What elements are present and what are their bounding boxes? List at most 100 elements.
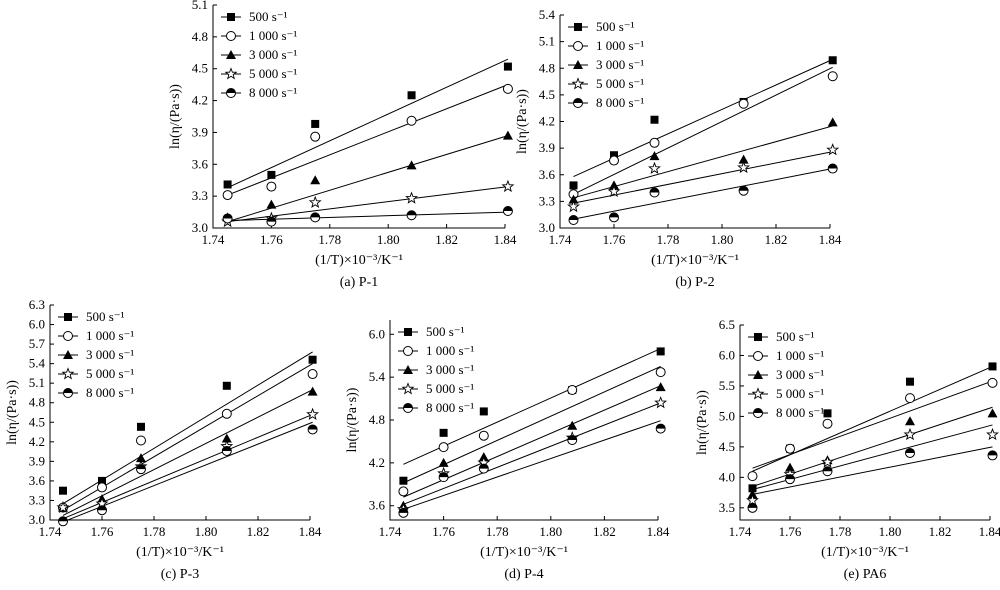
y-tick-label: 4.0 <box>719 469 735 484</box>
y-tick-label: 6.5 <box>719 317 735 332</box>
data-point <box>438 457 449 467</box>
data-point <box>502 130 513 140</box>
data-point <box>610 151 618 160</box>
legend-label: 5 000 s⁻¹ <box>776 386 824 401</box>
data-point <box>905 393 915 404</box>
data-point <box>656 347 665 356</box>
data-point <box>407 91 416 100</box>
legend-label: 8 000 s⁻¹ <box>426 400 474 415</box>
data-point <box>222 213 233 224</box>
panel-caption: (c) P-3 <box>161 567 200 582</box>
legend-label: 3 000 s⁻¹ <box>249 47 297 62</box>
y-tick-label: 5.1 <box>29 375 45 390</box>
data-point <box>307 369 318 380</box>
x-tick-label: 1.84 <box>299 524 322 539</box>
x-tick-label: 1.76 <box>260 232 283 247</box>
legend-marker <box>227 13 235 21</box>
data-point <box>988 362 997 371</box>
data-point <box>311 119 320 128</box>
y-tick-label: 5.7 <box>29 336 46 351</box>
x-axis-title: (1/T)×10⁻³/K⁻¹ <box>821 545 909 560</box>
series-2 <box>222 83 513 201</box>
panel-caption: (d) P-4 <box>504 567 543 582</box>
legend-marker <box>226 50 236 59</box>
y-tick-label: 4.2 <box>369 455 385 470</box>
legend-label: 3 000 s⁻¹ <box>86 347 134 362</box>
legend-label: 5 000 s⁻¹ <box>596 76 644 91</box>
x-tick-label: 1.82 <box>929 524 952 539</box>
y-tick-label: 4.5 <box>192 61 208 76</box>
x-tick-label: 1.82 <box>435 232 458 247</box>
fit-line <box>403 420 661 510</box>
data-point <box>737 160 751 174</box>
series-3 <box>58 386 318 516</box>
legend: 500 s⁻¹ 1 000 s⁻¹ 3 000 s⁻¹ 5 000 s⁻¹ 8 000 … <box>398 324 474 415</box>
x-tick-label: 1.76 <box>432 524 455 539</box>
data-point <box>406 115 417 126</box>
x-tick-label: 1.76 <box>91 524 114 539</box>
series-5 <box>222 206 513 227</box>
data-point <box>738 154 749 164</box>
data-point <box>654 396 668 409</box>
legend-label: 1 000 s⁻¹ <box>249 28 297 43</box>
x-tick-label: 1.80 <box>711 232 734 247</box>
series-4 <box>56 407 320 520</box>
legend-marker <box>63 350 73 359</box>
legend-marker <box>63 388 73 398</box>
data-point <box>222 381 231 390</box>
data-point <box>221 445 232 456</box>
legend-marker <box>754 333 762 341</box>
legend-label: 5 000 s⁻¹ <box>426 381 474 396</box>
data-point <box>821 455 834 468</box>
x-axis-title: (1/T)×10⁻³/K⁻¹ <box>651 253 739 268</box>
x-tick-label: 1.76 <box>779 524 802 539</box>
data-point <box>439 428 448 437</box>
panel-1: 1.74 1.76 1.78 1.80 1.82 1.84 3.0 3.3 3.6 3.9 4.2 4… <box>168 0 517 290</box>
legend-marker <box>401 382 415 395</box>
y-tick-label: 4.8 <box>29 395 45 410</box>
data-point <box>906 377 914 386</box>
x-axis-title: (1/T)×10⁻³/K⁻¹ <box>136 545 224 560</box>
legend-label: 500 s⁻¹ <box>249 9 288 24</box>
legend-marker <box>63 331 73 341</box>
legend-label: 500 s⁻¹ <box>596 19 635 34</box>
data-point <box>223 180 232 189</box>
series-4 <box>746 424 999 506</box>
data-point <box>785 462 795 472</box>
y-tick-label: 4.2 <box>29 434 45 449</box>
legend-marker <box>571 77 585 90</box>
data-point <box>136 464 146 475</box>
series-1 <box>223 58 512 189</box>
series-3 <box>568 117 838 204</box>
x-tick-label: 1.82 <box>247 524 270 539</box>
data-point <box>58 516 68 527</box>
y-tick-label: 3.3 <box>192 188 208 203</box>
series-5 <box>58 421 318 527</box>
y-axis-title: ln(η/(Pa·s)) <box>345 387 360 452</box>
y-tick-label: 5.4 <box>539 7 556 22</box>
legend-marker <box>751 387 765 400</box>
y-axis-title: ln(η/(Pa·s)) <box>5 380 20 445</box>
legend-marker <box>753 370 763 379</box>
series-1 <box>59 351 317 505</box>
fit-line <box>752 380 993 469</box>
series-5 <box>398 420 666 518</box>
data-point <box>267 170 276 179</box>
data-point <box>655 382 666 392</box>
data-point <box>310 131 321 142</box>
legend-label: 3 000 s⁻¹ <box>776 367 824 382</box>
data-point <box>98 476 106 485</box>
fit-line <box>573 168 833 220</box>
legend-marker <box>573 98 583 108</box>
data-point <box>609 212 619 223</box>
data-point <box>569 181 578 190</box>
data-point <box>826 143 840 156</box>
x-tick-label: 1.76 <box>603 232 626 247</box>
data-point <box>747 471 758 482</box>
x-tick-label: 1.84 <box>819 232 842 247</box>
data-point <box>266 216 277 227</box>
fit-line <box>62 421 313 523</box>
y-tick-label: 4.8 <box>192 29 208 44</box>
y-tick-label: 6.0 <box>719 347 735 362</box>
y-tick-label: 4.8 <box>369 412 385 427</box>
